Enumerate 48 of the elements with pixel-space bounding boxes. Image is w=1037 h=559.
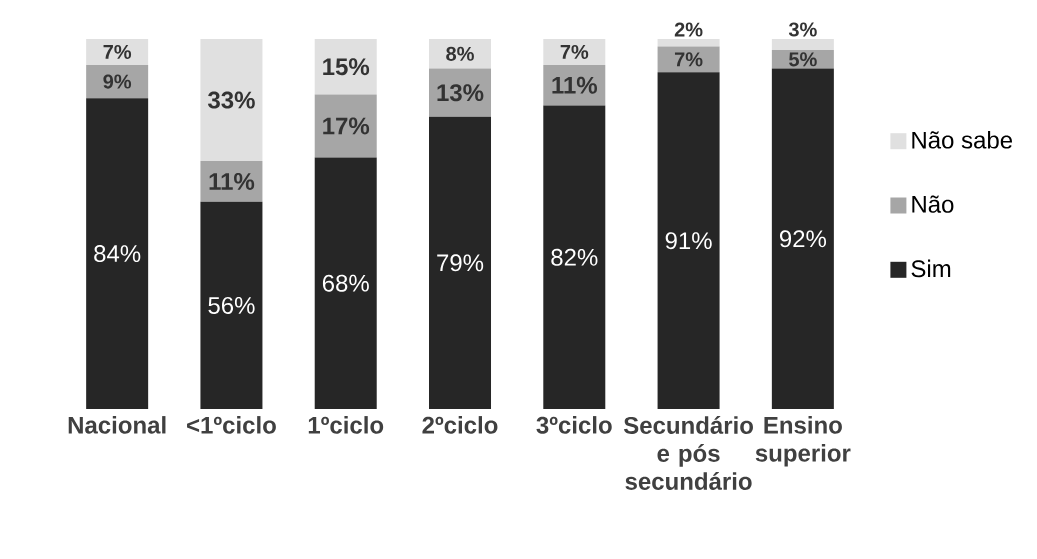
x-tick-label: Secundário e pós secundário — [623, 416, 753, 490]
data-label: 17% — [323, 117, 370, 135]
bar — [200, 39, 263, 162]
x-tick-label: 2ºciclo — [422, 416, 498, 434]
bar — [429, 116, 492, 410]
x-tick-label: Nacional — [68, 416, 166, 434]
data-label: 82% — [551, 248, 598, 266]
x-tick-label: 1ºciclo — [308, 416, 384, 434]
bar — [314, 94, 377, 158]
data-label: 9% — [103, 74, 132, 89]
data-label: 7% — [103, 44, 132, 59]
legend-label: Não — [912, 195, 954, 213]
data-label: 15% — [323, 58, 370, 76]
data-label: 5% — [789, 52, 817, 67]
legend-label: Sim — [911, 259, 951, 278]
data-label: 91% — [665, 232, 712, 250]
bar — [86, 39, 149, 65]
bar — [657, 39, 720, 47]
bar — [86, 98, 149, 410]
data-label: 68% — [322, 274, 369, 292]
bar — [657, 46, 720, 73]
bar — [429, 39, 492, 69]
data-label: 92% — [779, 230, 827, 248]
legend-label: Não sabe — [912, 131, 1013, 149]
data-label: 79% — [437, 254, 484, 272]
x-tick-label: Ensino superior — [755, 416, 851, 467]
bar — [86, 64, 149, 99]
data-label: 33% — [207, 91, 255, 109]
data-label: 84% — [94, 245, 141, 263]
data-label: 8% — [446, 46, 474, 61]
bar — [314, 157, 377, 410]
bar — [200, 201, 263, 410]
data-label: 7% — [560, 44, 589, 59]
data-label: 11% — [552, 76, 598, 94]
data-label: 2% — [674, 22, 703, 37]
data-label: 56% — [208, 296, 255, 314]
x-tick-label: <1ºciclo — [187, 416, 276, 434]
bar — [771, 68, 834, 410]
data-label: 7% — [674, 52, 703, 67]
data-label: 13% — [437, 84, 484, 102]
data-label: 3% — [788, 22, 817, 37]
bar — [543, 105, 606, 410]
bar — [771, 39, 834, 51]
x-tick-label: 3ºciclo — [536, 416, 612, 434]
bar — [657, 72, 720, 410]
bar — [543, 39, 606, 65]
data-label: 11% — [209, 173, 255, 190]
bar — [314, 39, 377, 95]
